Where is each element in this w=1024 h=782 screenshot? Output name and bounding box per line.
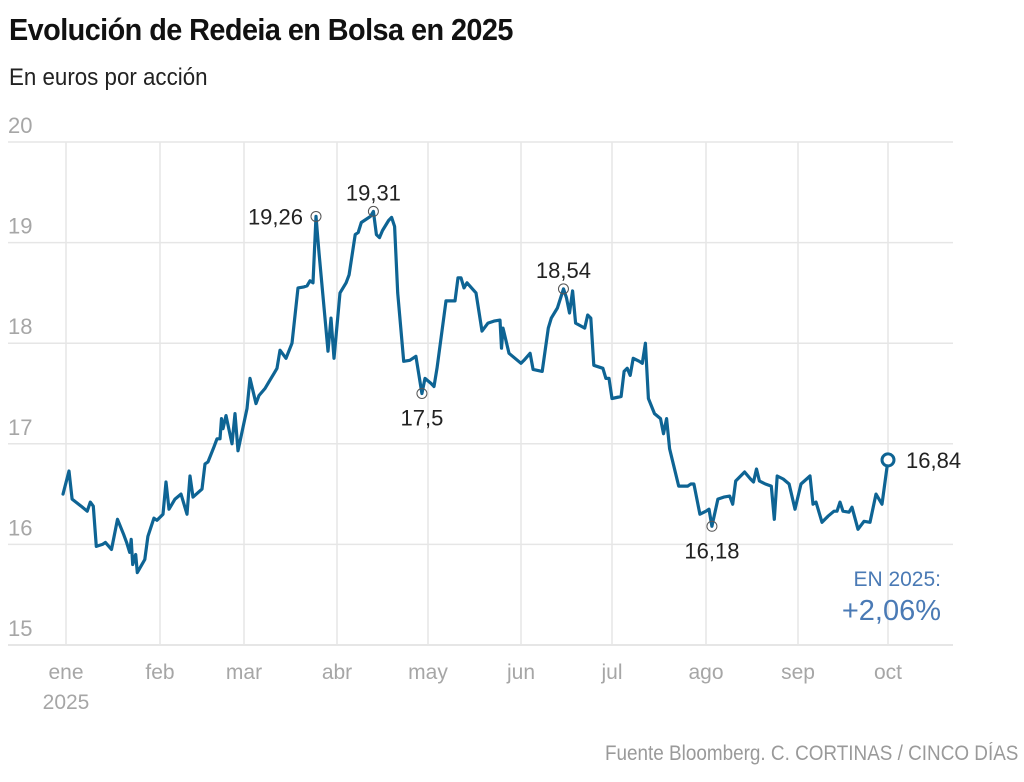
y-tick-label: 19 bbox=[8, 214, 32, 239]
x-tick-label: ene bbox=[48, 661, 83, 684]
y-tick-label: 18 bbox=[8, 314, 32, 339]
grid bbox=[8, 141, 953, 646]
x-tick-label: jul bbox=[600, 661, 622, 684]
x-tick-label: sep bbox=[781, 661, 815, 684]
x-tick-label: abr bbox=[322, 661, 352, 684]
annotation-marker bbox=[416, 388, 428, 399]
annotation-label: 19,26 bbox=[248, 204, 303, 229]
annotation-label: 19,31 bbox=[346, 180, 401, 205]
annotation-label: 16,18 bbox=[684, 538, 739, 563]
annotation-label: 18,54 bbox=[536, 258, 591, 283]
x-tick-label: feb bbox=[145, 661, 174, 684]
series-line-redeia bbox=[61, 209, 890, 575]
x-tick-label: may bbox=[408, 661, 448, 684]
y-axis-ticks: 20 19 18 17 16 15 bbox=[8, 113, 32, 641]
x-tick-label: ago bbox=[688, 661, 723, 684]
x-tick-label: oct bbox=[874, 661, 902, 684]
annotation-label: 16,84 bbox=[906, 448, 961, 473]
annotations: 19,26 19,31 17,5 18,54 16,18 16,84 bbox=[248, 180, 961, 563]
ytd-label: EN 2025: bbox=[853, 568, 941, 591]
endpoint-marker bbox=[880, 452, 896, 468]
annotation-marker bbox=[706, 520, 718, 532]
chart-subtitle: En euros por acción bbox=[9, 64, 208, 91]
x-tick-label: mar bbox=[226, 661, 262, 684]
x-axis-ticks: ene 2025 feb mar abr may jun jul ago sep oct bbox=[43, 661, 903, 714]
source-credit: Fuente Bloomberg. C. CORTINAS / CINCO DÍ… bbox=[604, 742, 1018, 765]
ytd-value: +2,06% bbox=[842, 595, 941, 627]
y-tick-label: 17 bbox=[8, 415, 32, 440]
annotation-marker bbox=[557, 283, 569, 295]
x-tick-label: jun bbox=[506, 661, 535, 684]
annotation-marker bbox=[367, 205, 379, 217]
x-tick-sublabel: 2025 bbox=[43, 691, 90, 714]
annotation-label: 17,5 bbox=[401, 406, 444, 431]
annotation-marker bbox=[310, 210, 322, 222]
chart-title: Evolución de Redeia en Bolsa en 2025 bbox=[9, 12, 513, 47]
y-tick-label: 20 bbox=[8, 113, 32, 138]
y-tick-label: 16 bbox=[8, 515, 32, 540]
y-tick-label: 15 bbox=[8, 616, 32, 641]
